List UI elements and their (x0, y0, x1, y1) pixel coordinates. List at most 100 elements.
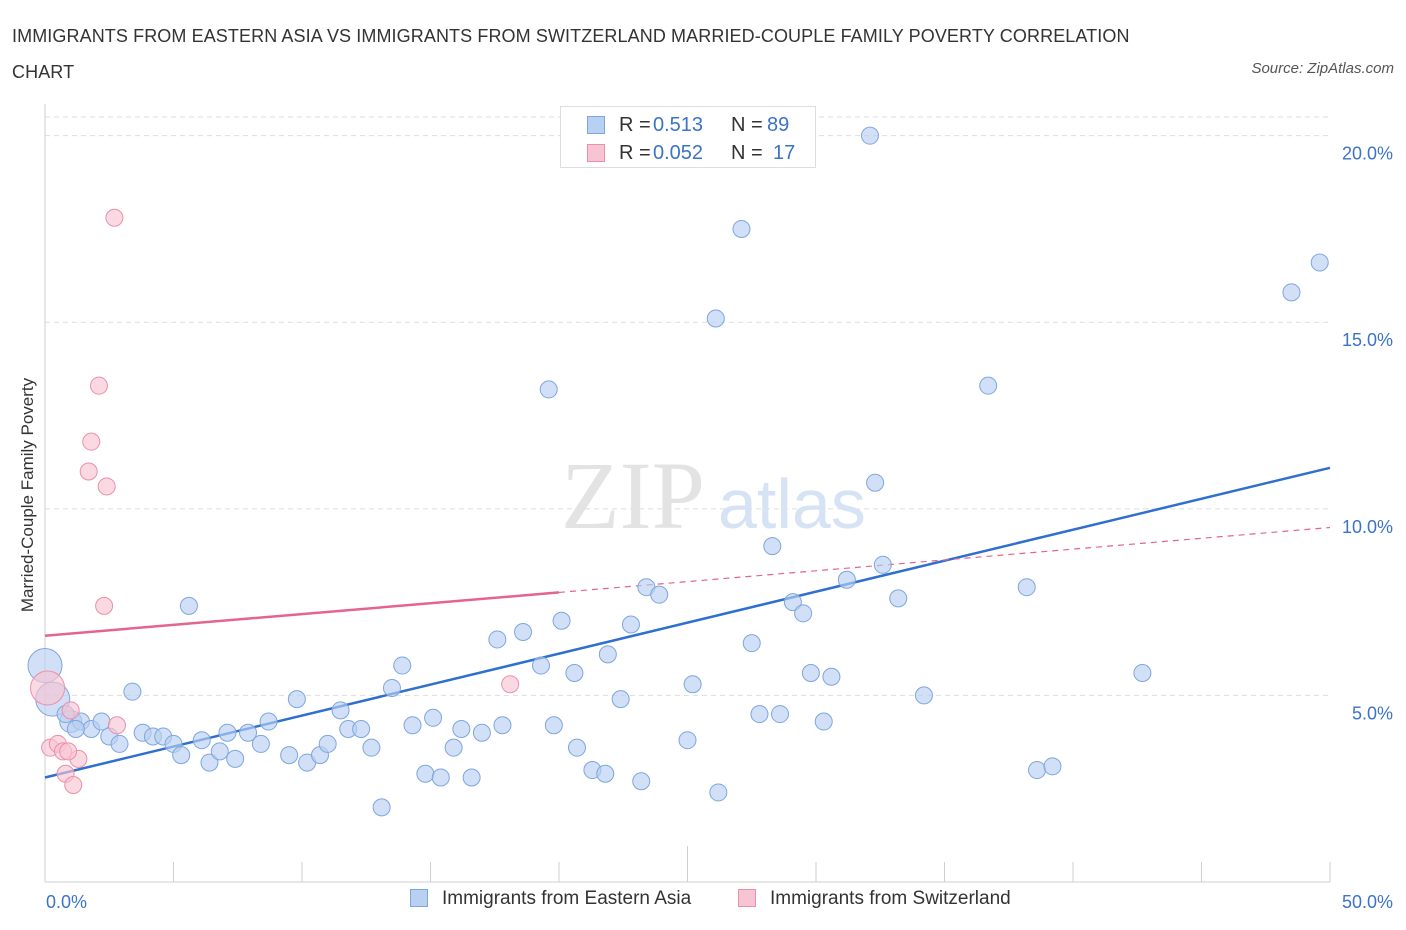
point-switzerland (79, 462, 98, 481)
point-eastern-asia (239, 723, 258, 742)
point-eastern-asia (287, 690, 306, 709)
n-label: N = (731, 114, 763, 136)
point-switzerland (97, 477, 116, 496)
trend-line-switzerland (44, 591, 560, 637)
point-eastern-asia (794, 604, 813, 623)
source-label: Source: ZipAtlas.com (1251, 60, 1394, 77)
point-eastern-asia (650, 585, 669, 604)
point-eastern-asia (362, 738, 381, 757)
point-eastern-asia (866, 473, 885, 492)
point-eastern-asia (732, 219, 751, 238)
point-eastern-asia (532, 656, 551, 675)
point-eastern-asia (424, 708, 443, 727)
point-eastern-asia (814, 712, 833, 731)
stats-row-switzerland: R = 0.052 N = 17 (561, 139, 815, 167)
point-switzerland (59, 742, 78, 761)
point-eastern-asia (611, 690, 630, 709)
point-eastern-asia (192, 731, 211, 750)
point-eastern-asia (210, 742, 229, 761)
n-value-eastern-asia: 89 (767, 114, 790, 136)
point-eastern-asia (1282, 283, 1301, 302)
point-eastern-asia (444, 738, 463, 757)
point-switzerland (501, 675, 520, 694)
point-eastern-asia (621, 615, 640, 634)
point-eastern-asia (179, 596, 198, 615)
point-eastern-asia (567, 738, 586, 757)
legend-item-eastern-asia[interactable]: Immigrants from Eastern Asia (410, 888, 691, 910)
point-eastern-asia (431, 768, 450, 787)
tick-labels: 5.0% 10.0% 15.0% 20.0% 0.0% 50.0% (46, 144, 1393, 912)
point-eastern-asia (771, 705, 790, 724)
point-eastern-asia (706, 309, 725, 328)
point-eastern-asia (979, 376, 998, 395)
grid-lines (45, 116, 1330, 696)
x-tick-label-max: 50.0% (1342, 892, 1393, 912)
point-eastern-asia (822, 667, 841, 686)
point-switzerland (107, 716, 126, 735)
point-eastern-asia (1028, 761, 1047, 780)
point-eastern-asia (1043, 757, 1062, 776)
y-tick-label: 20.0% (1342, 144, 1393, 164)
point-eastern-asia (403, 716, 422, 735)
point-eastern-asia (514, 622, 533, 641)
point-eastern-asia (66, 720, 85, 738)
point-eastern-asia (750, 705, 769, 724)
legend-label-switzerland: Immigrants from Switzerland (770, 888, 1011, 909)
point-eastern-asia (472, 723, 491, 742)
point-eastern-asia (889, 589, 908, 608)
trend-line-eastern-asia (44, 466, 1331, 779)
point-eastern-asia (763, 537, 782, 556)
y-tick-label: 15.0% (1342, 330, 1393, 350)
point-switzerland (30, 670, 66, 706)
legend-blue-swatch (410, 889, 428, 907)
chart-title: IMMIGRANTS FROM EASTERN ASIA VS IMMIGRAN… (12, 26, 1130, 82)
point-eastern-asia (110, 734, 129, 753)
point-eastern-asia (914, 686, 933, 705)
legend-item-switzerland[interactable]: Immigrants from Switzerland (738, 888, 1011, 910)
n-value-switzerland: 17 (773, 142, 796, 164)
point-eastern-asia (200, 753, 219, 772)
point-eastern-asia (837, 570, 856, 589)
blue-swatch (587, 116, 605, 134)
point-switzerland (89, 376, 108, 395)
point-eastern-asia (251, 734, 270, 753)
point-eastern-asia (678, 731, 697, 750)
point-eastern-asia (544, 716, 563, 735)
point-eastern-asia (172, 746, 191, 765)
legend-label-eastern-asia: Immigrants from Eastern Asia (442, 888, 692, 909)
n-label: N = (731, 142, 763, 164)
point-eastern-asia (488, 630, 507, 649)
point-eastern-asia (565, 664, 584, 683)
point-eastern-asia (742, 634, 761, 653)
point-eastern-asia (709, 783, 728, 802)
point-eastern-asia (280, 746, 299, 765)
point-eastern-asia (493, 716, 512, 735)
point-switzerland (105, 208, 124, 227)
point-eastern-asia (632, 772, 651, 791)
r-value-eastern-asia: 0.513 (653, 114, 704, 136)
point-eastern-asia (218, 723, 237, 742)
point-eastern-asia (123, 682, 142, 701)
point-eastern-asia (596, 764, 615, 783)
r-value-switzerland: 0.052 (653, 142, 704, 164)
point-eastern-asia (873, 555, 892, 574)
point-switzerland (95, 596, 114, 615)
r-label: R = (619, 142, 651, 164)
point-eastern-asia (1017, 578, 1036, 597)
r-label: R = (619, 114, 651, 136)
point-eastern-asia (452, 720, 471, 738)
point-eastern-asia (539, 380, 558, 399)
point-eastern-asia (860, 126, 879, 145)
point-eastern-asia (382, 678, 401, 697)
point-eastern-asia (331, 701, 350, 720)
watermark-zip: ZIP (561, 442, 705, 549)
point-switzerland (64, 775, 83, 794)
point-eastern-asia (801, 664, 820, 683)
point-eastern-asia (318, 734, 337, 753)
watermark-atlas: atlas (718, 465, 866, 543)
stats-box: R = 0.513 N = 89 R = 0.052 N = 17 (560, 106, 816, 168)
point-eastern-asia (1310, 253, 1329, 272)
point-eastern-asia (226, 749, 245, 768)
point-eastern-asia (783, 593, 802, 612)
